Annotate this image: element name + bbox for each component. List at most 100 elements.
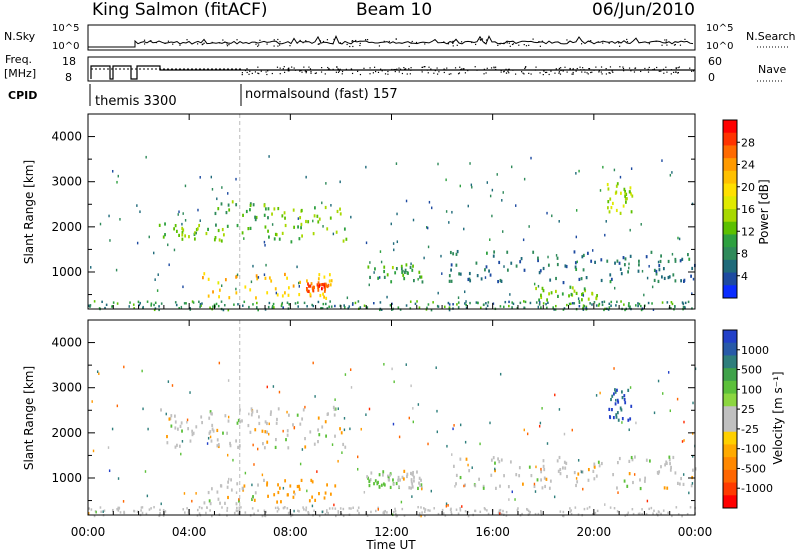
nsearch-dot: [506, 42, 508, 44]
data-cell: [402, 273, 405, 277]
data-cell: [379, 301, 382, 304]
data-cell: [140, 506, 143, 509]
data-cell: [413, 479, 415, 483]
nsearch-dot: [674, 44, 676, 46]
nave-dot: [500, 69, 502, 71]
colorbar-cell: [723, 444, 737, 458]
data-cell: [420, 483, 423, 487]
data-cell: [607, 200, 610, 204]
data-cell: [418, 481, 420, 485]
data-cell: [463, 484, 465, 488]
data-cell: [340, 431, 343, 435]
data-cell: [383, 269, 386, 274]
data-cell: [292, 495, 295, 499]
data-cell: [645, 255, 648, 259]
nsearch-dot: [236, 39, 238, 41]
data-cell: [264, 514, 267, 518]
data-cell: [639, 478, 641, 482]
data-cell: [244, 285, 247, 289]
data-cell: [447, 504, 449, 507]
data-cell: [467, 277, 470, 282]
nave-dot: [521, 71, 523, 73]
data-cell: [341, 451, 343, 454]
data-cell: [611, 201, 614, 206]
data-cell: [266, 385, 268, 389]
nave-dot: [662, 68, 665, 70]
data-cell: [220, 300, 223, 303]
data-cell: [442, 512, 445, 515]
data-cell: [682, 279, 685, 283]
nave-dot: [590, 71, 592, 74]
nave-dot: [271, 72, 273, 75]
data-cell: [237, 303, 239, 306]
data-cell: [323, 496, 326, 500]
data-cell: [518, 466, 521, 470]
data-cell: [284, 479, 287, 483]
data-cell: [88, 304, 90, 307]
data-cell: [691, 266, 694, 271]
data-cell: [683, 420, 685, 424]
data-cell: [399, 308, 402, 311]
data-cell: [546, 306, 548, 309]
data-cell: [93, 300, 96, 303]
data-cell: [508, 300, 510, 304]
nave-dot: [288, 67, 290, 69]
nave-dot: [310, 72, 312, 74]
data-cell: [445, 504, 448, 508]
data-cell: [535, 301, 538, 304]
nave-dot: [337, 71, 340, 73]
data-cell: [669, 409, 671, 413]
data-cell: [344, 373, 347, 376]
data-cell: [308, 499, 311, 503]
nave-dot: [598, 71, 600, 73]
data-cell: [485, 302, 487, 305]
data-cell: [493, 250, 496, 254]
nave-dot: [314, 72, 316, 75]
data-cell: [323, 295, 325, 299]
data-cell: [421, 280, 424, 284]
data-cell: [153, 303, 155, 307]
data-cell: [296, 413, 299, 417]
data-cell: [648, 459, 651, 463]
data-cell: [545, 302, 547, 306]
data-cell: [396, 514, 399, 517]
data-cell: [372, 301, 375, 305]
data-cell: [537, 258, 539, 263]
data-cell: [205, 231, 208, 236]
data-cell: [391, 367, 393, 371]
nave-dot: [508, 72, 510, 74]
nsearch-dot: [538, 41, 540, 43]
data-cell: [680, 476, 683, 481]
data-cell: [254, 215, 256, 219]
data-cell: [311, 504, 314, 508]
data-cell: [398, 435, 401, 439]
data-cell: [153, 308, 156, 312]
data-cell: [166, 441, 169, 445]
data-cell: [168, 263, 170, 267]
data-cell: [674, 257, 677, 262]
data-cell: [195, 228, 198, 232]
data-cell: [227, 379, 230, 382]
data-cell: [235, 491, 238, 494]
data-cell: [237, 445, 239, 450]
nave-dot: [241, 73, 243, 76]
velocity-colorbar-title: Velocity [m s⁻¹]: [771, 371, 785, 464]
nave-dot: [357, 70, 359, 72]
data-cell: [672, 455, 675, 460]
data-cell: [441, 272, 443, 275]
data-cell: [421, 511, 423, 514]
nave-dot: [522, 72, 524, 74]
x-tick-label: 16:00: [475, 525, 510, 539]
data-cell: [274, 445, 277, 450]
data-cell: [616, 398, 619, 402]
data-cell: [298, 237, 301, 241]
data-cell: [306, 279, 308, 283]
data-cell: [334, 398, 336, 401]
nsearch-dot: [186, 39, 188, 41]
data-cell: [116, 508, 118, 511]
data-cell: [273, 306, 275, 309]
data-cell: [564, 264, 567, 268]
data-cell: [226, 431, 228, 435]
data-cell: [298, 484, 300, 488]
